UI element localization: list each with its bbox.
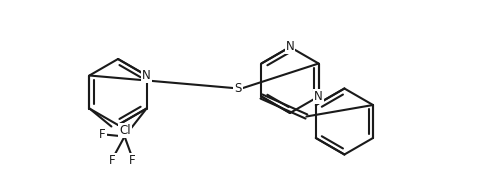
Text: S: S <box>234 81 242 94</box>
Text: Cl: Cl <box>120 124 131 137</box>
Text: F: F <box>99 128 106 141</box>
Text: F: F <box>109 154 116 167</box>
Text: N: N <box>314 90 323 103</box>
Text: N: N <box>142 69 151 82</box>
Text: N: N <box>286 41 294 54</box>
Text: F: F <box>129 154 136 167</box>
